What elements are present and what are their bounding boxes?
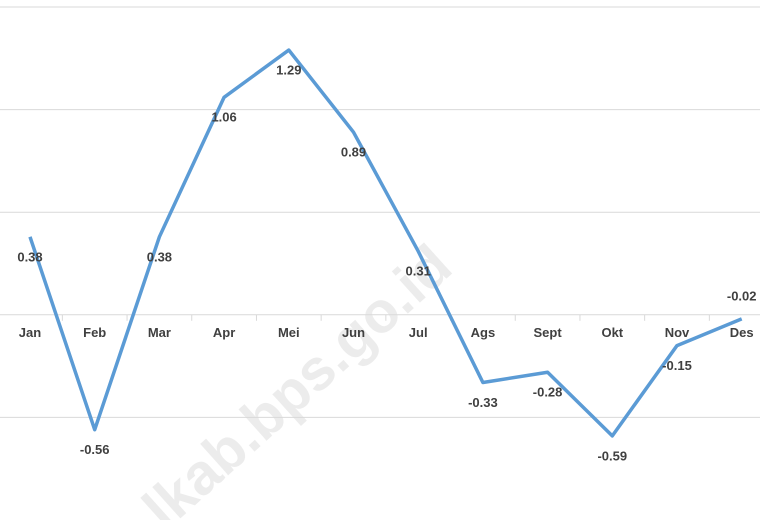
data-label: -0.59	[597, 448, 627, 463]
data-label: 0.89	[341, 145, 366, 160]
x-tick-label: Jul	[409, 325, 428, 340]
x-tick-label: Jan	[19, 325, 41, 340]
x-tick-label: Sept	[534, 325, 563, 340]
x-tick-label: Des	[730, 325, 754, 340]
data-label: 0.31	[406, 264, 431, 279]
data-label: -0.15	[662, 358, 692, 373]
data-label: -0.02	[727, 288, 757, 303]
x-tick-label: Jun	[342, 325, 365, 340]
x-tick-label: Mei	[278, 325, 300, 340]
data-label: 1.29	[276, 63, 301, 78]
data-label: 0.38	[147, 249, 172, 264]
data-label: -0.56	[80, 442, 110, 457]
line	[28, 48, 743, 438]
data-label: 0.38	[17, 249, 42, 264]
data-label: 1.06	[211, 110, 236, 125]
x-tick-label: Mar	[148, 325, 171, 340]
x-tick-label: Apr	[213, 325, 235, 340]
x-tick-label: Feb	[83, 325, 106, 340]
x-tick-label: Ags	[471, 325, 496, 340]
x-tick-label: Okt	[601, 325, 623, 340]
data-label: -0.28	[533, 385, 563, 400]
x-tick-label: Nov	[665, 325, 690, 340]
data-label: -0.33	[468, 395, 498, 410]
